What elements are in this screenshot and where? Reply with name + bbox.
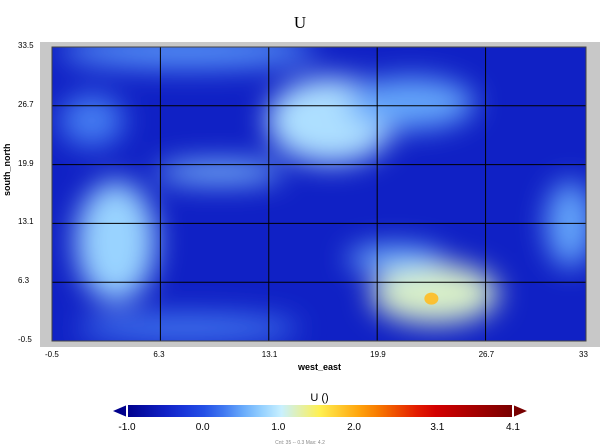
- x-tick-label: -0.5: [45, 350, 59, 359]
- x-tick-label: 26.7: [478, 350, 495, 359]
- heatmap-field: [59, 47, 586, 341]
- y-tick-label: 33.5: [18, 41, 34, 50]
- y-tick-label: -0.5: [18, 335, 32, 344]
- field-patch: [75, 315, 300, 341]
- y-tick-label: 13.1: [18, 217, 34, 227]
- colorbar-max-arrow: [513, 405, 527, 417]
- chart-title: U: [293, 13, 307, 32]
- y-tick-label: 6.3: [18, 276, 30, 286]
- plot-area: [40, 42, 600, 347]
- field-patch: [346, 245, 443, 272]
- y-tick-label: 26.7: [18, 99, 34, 109]
- field-hotspot: [424, 292, 439, 305]
- field-patch: [59, 94, 124, 147]
- colorbar-tick-label: -1.0: [118, 422, 136, 433]
- x-tick-label: 6.3: [153, 350, 165, 359]
- y-axis-label: south_north: [2, 143, 12, 197]
- colorbar-tick-label: 4.1: [506, 422, 520, 433]
- field-patch: [60, 47, 315, 69]
- colorbar-gradient: [127, 405, 513, 417]
- field-patch: [346, 77, 475, 130]
- field-patch: [75, 181, 156, 303]
- field-patch: [546, 181, 586, 268]
- x-tick-label: 33: [579, 350, 588, 359]
- colorbar-tick-label: 0.0: [195, 422, 210, 433]
- colorbar-tick-label: 3.1: [430, 422, 445, 433]
- x-tick-label: 13.1: [261, 350, 278, 359]
- footnote-text: Cnt: 35 -- 0.3 Max: 4.2: [275, 440, 325, 446]
- x-tick-label: 19.9: [370, 350, 386, 359]
- colorbar: [113, 404, 527, 418]
- colorbar-title: U (): [310, 392, 329, 404]
- heatmap-svg: [51, 46, 587, 342]
- plot-border: [51, 46, 587, 342]
- colorbar-tick-label: 1.0: [271, 422, 286, 433]
- field-patch: [155, 162, 284, 183]
- y-tick-label: 19.9: [18, 158, 34, 168]
- colorbar-tick-label: 2.0: [347, 422, 361, 433]
- x-axis-label: west_east: [297, 362, 342, 372]
- colorbar-min-arrow: [113, 405, 127, 417]
